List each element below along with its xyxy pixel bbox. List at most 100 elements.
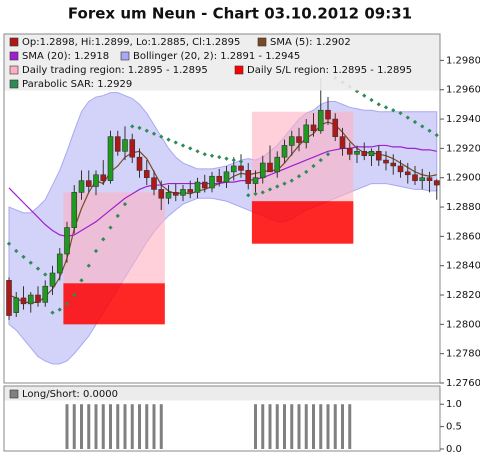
legend-label: Bollinger (20, 2): 1.2891 - 1.2945 (133, 51, 300, 62)
candle-body (252, 177, 259, 184)
candle-body (412, 174, 418, 181)
candle-body (339, 136, 346, 149)
candle-body (368, 151, 375, 157)
candle-body (238, 165, 244, 171)
bar (109, 404, 112, 449)
bar (116, 404, 120, 449)
candle-body (151, 177, 157, 190)
bar (152, 404, 156, 449)
sar-dot (144, 128, 149, 133)
candle-body (433, 180, 440, 186)
sar-dot (195, 149, 200, 154)
region (251, 111, 354, 202)
candle-body (426, 177, 433, 181)
bar (283, 404, 286, 449)
candle-body (78, 180, 85, 193)
sar-dot (304, 169, 309, 174)
legend-swatch (9, 389, 19, 399)
legend-label: Op:1.2898, Hi:1.2899, Lo:1.2885, Cl:1.28… (22, 37, 240, 48)
legend-bg (4, 386, 440, 401)
candle-body (122, 139, 128, 152)
sar-dot (318, 157, 323, 163)
candle-body (27, 294, 34, 305)
bar (312, 404, 315, 449)
candle-body (419, 177, 426, 181)
region (63, 283, 165, 325)
candle-body (288, 136, 295, 146)
y-tick-label: 1.2940 (446, 114, 480, 125)
bar (101, 404, 105, 449)
bar (130, 404, 134, 449)
bar (80, 404, 83, 449)
candle-body (172, 192, 179, 196)
legend-swatch (9, 51, 19, 61)
chart-title: Forex um Neun - Chart 03.10.2012 09:31 (68, 5, 412, 23)
sar-dot (275, 184, 280, 189)
sar-dot (217, 155, 222, 160)
bar (123, 404, 127, 449)
bar (87, 404, 91, 449)
bar (348, 404, 352, 449)
y-tick-label: 1.2780 (446, 349, 480, 360)
legend-label: SMA (5): 1.2902 (270, 37, 351, 48)
candle-body (223, 171, 230, 183)
legend-label: SMA (20): 1.2918 (22, 51, 109, 62)
y-tick-label: 1.2880 (446, 202, 480, 213)
sar-dot (101, 237, 106, 242)
y-tick-label: 1.2820 (446, 290, 480, 301)
bar (72, 404, 76, 449)
bar (333, 404, 337, 449)
candle-body (383, 159, 389, 164)
bar (326, 404, 330, 449)
candle-body (114, 136, 121, 152)
sar-dot (224, 156, 229, 161)
sar-dot (6, 241, 12, 246)
candle-body (56, 253, 63, 274)
legend-swatch (120, 51, 130, 61)
candle-body (107, 136, 114, 181)
sar-dot (108, 225, 113, 230)
bar (297, 404, 301, 449)
legend-swatch (9, 65, 19, 75)
candle-body (310, 124, 317, 132)
sar-dot (267, 187, 273, 192)
legend-bg (4, 34, 440, 91)
sar-dot (260, 190, 265, 195)
y-tick-label: 1.2980 (446, 55, 480, 66)
bar (275, 404, 279, 449)
candle-body (194, 181, 201, 193)
y-tick-label: 1.0 (446, 399, 462, 410)
candle-body (136, 156, 143, 171)
y-tick-label: 1.2860 (446, 231, 480, 242)
sar-dot (166, 137, 171, 142)
legend-label: Parabolic SAR: 1.2929 (22, 79, 132, 90)
legend-label: Daily trading region: 1.2895 - 1.2895 (22, 65, 208, 76)
bar (268, 404, 272, 449)
sma-line (8, 144, 437, 237)
y-tick-label: 0.5 (446, 422, 462, 433)
y-tick-label: 1.2760 (446, 378, 480, 389)
candle-body (397, 165, 404, 173)
bar (138, 404, 141, 449)
candle-body (346, 148, 353, 155)
sar-dot (130, 124, 135, 129)
candle-body (49, 272, 56, 287)
y-tick-label: 1.2840 (446, 261, 480, 272)
sar-dot (282, 181, 287, 186)
candle-body (216, 175, 223, 183)
sar-dot (289, 178, 294, 183)
candle-body (209, 175, 215, 189)
bar (304, 404, 308, 449)
candle-body (274, 156, 281, 173)
sar-dot (202, 152, 207, 157)
candle-body (85, 180, 92, 187)
candle-body (354, 151, 360, 155)
candle-body (42, 285, 49, 303)
candle-body (187, 189, 194, 193)
candle-body (267, 162, 273, 173)
candle-body (20, 297, 27, 305)
region (63, 192, 165, 284)
candle-body (143, 170, 150, 179)
